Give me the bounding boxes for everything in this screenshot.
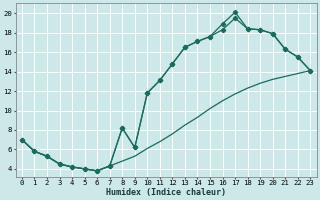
X-axis label: Humidex (Indice chaleur): Humidex (Indice chaleur) (106, 188, 226, 197)
